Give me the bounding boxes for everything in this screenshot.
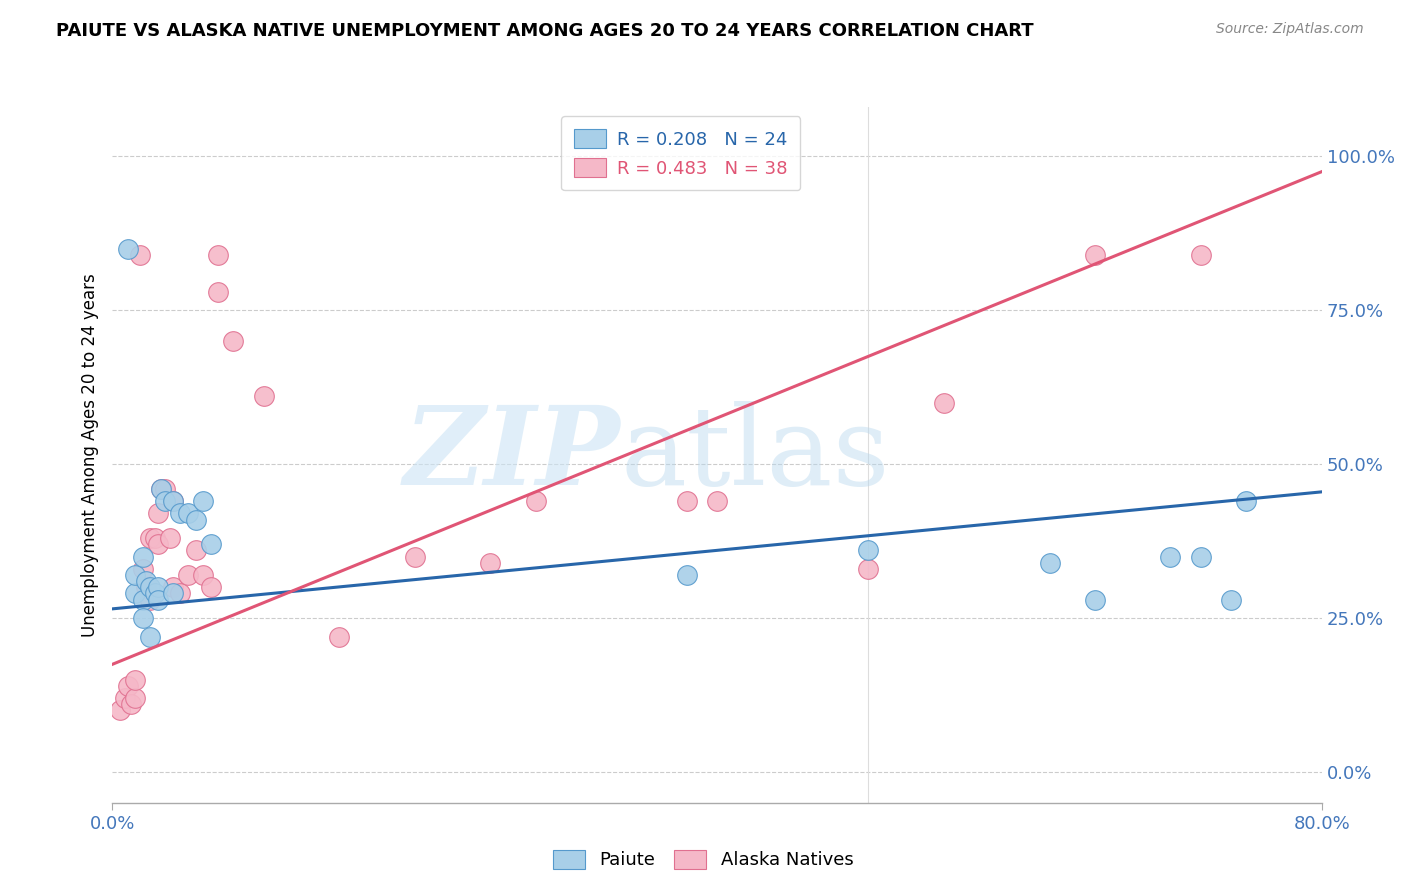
Point bbox=[177, 507, 200, 521]
Point bbox=[191, 568, 214, 582]
Point bbox=[132, 562, 155, 576]
Point bbox=[135, 580, 157, 594]
Point bbox=[479, 556, 502, 570]
Point bbox=[1038, 556, 1062, 570]
Point bbox=[146, 580, 169, 594]
Point bbox=[253, 389, 276, 403]
Point bbox=[149, 482, 172, 496]
Point bbox=[139, 592, 162, 607]
Point bbox=[155, 482, 177, 496]
Text: PAIUTE VS ALASKA NATIVE UNEMPLOYMENT AMONG AGES 20 TO 24 YEARS CORRELATION CHART: PAIUTE VS ALASKA NATIVE UNEMPLOYMENT AMO… bbox=[56, 22, 1033, 40]
Point bbox=[1084, 592, 1107, 607]
Point bbox=[132, 611, 155, 625]
Point bbox=[162, 494, 184, 508]
Point bbox=[1189, 549, 1212, 564]
Point bbox=[200, 580, 222, 594]
Point bbox=[132, 549, 155, 564]
Point bbox=[146, 507, 169, 521]
Point bbox=[328, 630, 350, 644]
Point bbox=[132, 592, 155, 607]
Point bbox=[139, 580, 162, 594]
Point bbox=[159, 531, 181, 545]
Point bbox=[1159, 549, 1181, 564]
Point bbox=[155, 494, 177, 508]
Point bbox=[124, 586, 146, 600]
Point bbox=[856, 543, 880, 558]
Y-axis label: Unemployment Among Ages 20 to 24 years: Unemployment Among Ages 20 to 24 years bbox=[80, 273, 98, 637]
Point bbox=[1084, 248, 1107, 262]
Point bbox=[184, 512, 207, 526]
Point bbox=[404, 549, 426, 564]
Point bbox=[177, 568, 200, 582]
Point bbox=[1234, 494, 1257, 508]
Point bbox=[162, 494, 184, 508]
Point bbox=[117, 679, 139, 693]
Point bbox=[143, 531, 166, 545]
Legend: Paiute, Alaska Natives: Paiute, Alaska Natives bbox=[544, 840, 862, 879]
Text: Source: ZipAtlas.com: Source: ZipAtlas.com bbox=[1216, 22, 1364, 37]
Point bbox=[932, 395, 955, 409]
Point bbox=[124, 568, 146, 582]
Point bbox=[200, 537, 222, 551]
Point bbox=[162, 586, 184, 600]
Point bbox=[207, 248, 229, 262]
Point bbox=[146, 592, 169, 607]
Legend: R = 0.208   N = 24, R = 0.483   N = 38: R = 0.208 N = 24, R = 0.483 N = 38 bbox=[561, 116, 800, 190]
Point bbox=[1220, 592, 1243, 607]
Point bbox=[108, 703, 131, 717]
Point bbox=[856, 562, 880, 576]
Point bbox=[222, 334, 245, 348]
Point bbox=[1189, 248, 1212, 262]
Point bbox=[169, 507, 191, 521]
Point bbox=[169, 586, 191, 600]
Point bbox=[675, 568, 697, 582]
Point bbox=[117, 242, 139, 256]
Point bbox=[120, 698, 142, 712]
Point bbox=[675, 494, 697, 508]
Point bbox=[124, 673, 146, 687]
Point bbox=[184, 543, 207, 558]
Point bbox=[114, 691, 136, 706]
Point bbox=[162, 580, 184, 594]
Point bbox=[128, 248, 150, 262]
Text: atlas: atlas bbox=[620, 401, 890, 508]
Point bbox=[524, 494, 547, 508]
Point bbox=[146, 537, 169, 551]
Point bbox=[124, 691, 146, 706]
Point bbox=[135, 574, 157, 589]
Point bbox=[207, 285, 229, 299]
Point bbox=[139, 630, 162, 644]
Point bbox=[143, 586, 166, 600]
Point bbox=[706, 494, 728, 508]
Point bbox=[139, 531, 162, 545]
Text: ZIP: ZIP bbox=[404, 401, 620, 508]
Point bbox=[149, 482, 172, 496]
Point bbox=[191, 494, 214, 508]
